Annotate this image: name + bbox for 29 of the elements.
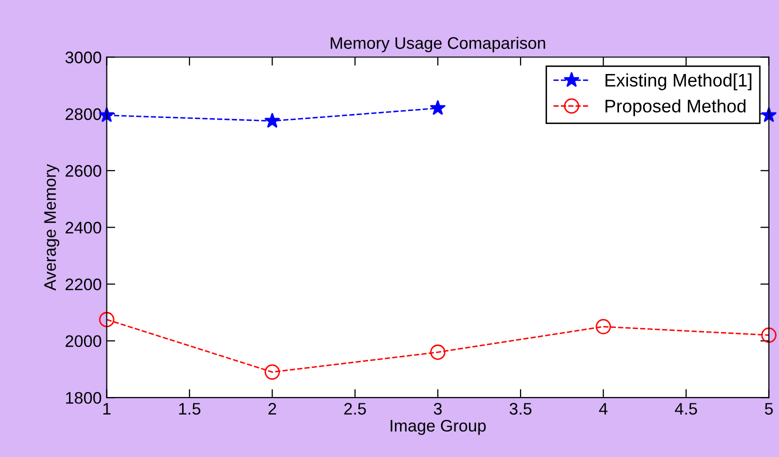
point (99, 312, 114, 328)
y-tick-label: 1800 (66, 392, 102, 404)
y-tick-label: 2600 (66, 165, 102, 177)
point (761, 328, 777, 343)
point (264, 112, 280, 128)
point (430, 100, 446, 116)
x-tick-label: 4 (599, 403, 608, 415)
y-tick-label: 2200 (66, 278, 102, 290)
y-axis-title: Average Memory (44, 164, 60, 291)
y-tick-label: 2800 (66, 108, 102, 120)
x-tick-label: 2 (268, 402, 276, 415)
point (596, 319, 611, 334)
point (430, 344, 446, 360)
legend-label: Existing Method[1] (606, 73, 752, 90)
y-tick-label: 2400 (66, 222, 102, 234)
y-tick-label: 3000 (65, 52, 102, 64)
x-tick-label: 4.5 (674, 403, 697, 415)
y-tick-label: 2000 (66, 335, 102, 348)
x-tick-label: 1 (103, 403, 111, 415)
x-tick-label: 5 (764, 403, 773, 415)
x-axis-title: Image Group (390, 420, 486, 435)
point (264, 364, 280, 380)
point (760, 106, 777, 122)
x-tick-label: 3.5 (510, 402, 532, 415)
x-tick-label: 1.5 (179, 403, 200, 415)
x-tick-label: 3 (434, 402, 442, 415)
x-tick-label: 2.5 (344, 402, 366, 415)
chart-title: Memory Usage Comaparison (330, 36, 546, 52)
legend-label: Proposed Method (606, 99, 746, 116)
